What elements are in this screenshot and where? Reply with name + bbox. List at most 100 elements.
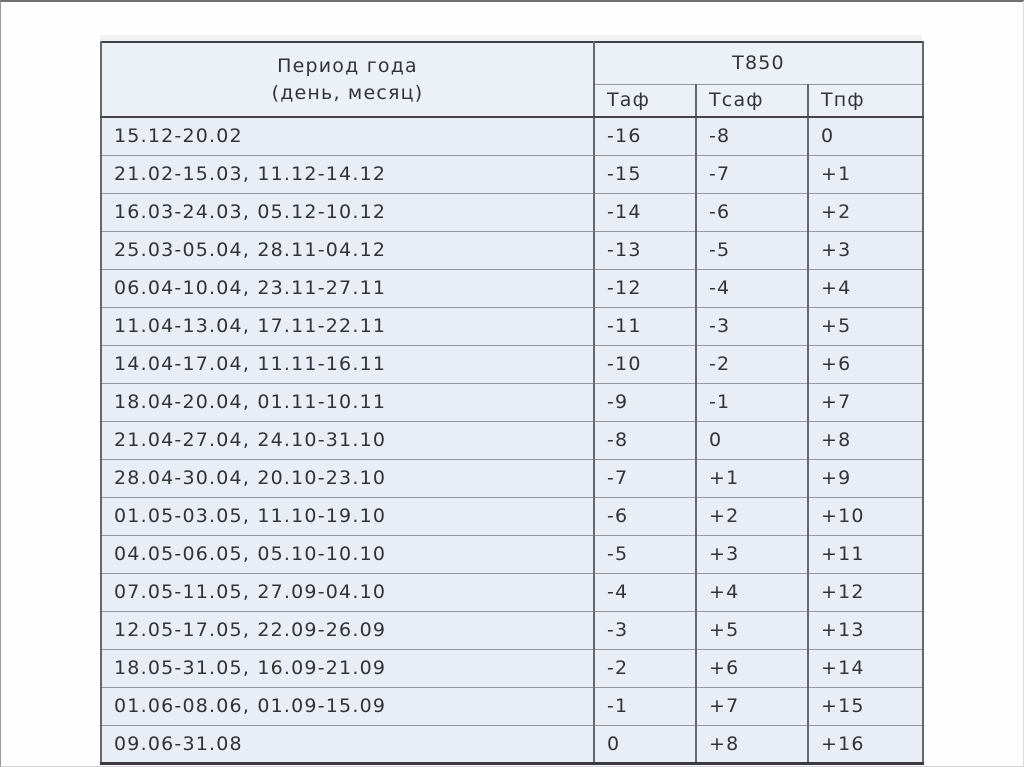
period-header-line2: (день, месяц): [271, 81, 424, 104]
table-row: 09.06-31.08 0 +8 +16: [100, 724, 925, 764]
tsaf-cell: +1: [695, 458, 809, 498]
taf-cell: -14: [593, 192, 697, 232]
tsaf-cell: -6: [695, 192, 809, 232]
tsaf-header-cell: Тсаф: [695, 83, 809, 118]
tsaf-cell: -5: [695, 230, 809, 270]
period-cell: 14.04-17.04, 11.11-16.11: [100, 344, 595, 384]
tsaf-cell: +2: [695, 496, 809, 536]
tpf-cell: +2: [806, 192, 925, 232]
tpf-cell: +10: [806, 496, 925, 536]
period-cell: 11.04-13.04, 17.11-22.11: [100, 306, 595, 346]
taf-cell: 0: [593, 724, 697, 764]
period-cell: 06.04-10.04, 23.11-27.11: [100, 268, 595, 308]
table-header: Период года (день, месяц) Т850 Таф Тсаф …: [100, 41, 925, 118]
tpf-cell: +9: [806, 458, 925, 498]
table-row: 18.05-31.05, 16.09-21.09 -2 +6 +14: [100, 648, 925, 688]
taf-cell: -5: [593, 534, 697, 574]
taf-cell: -8: [593, 420, 697, 460]
table-row: 18.04-20.04, 01.11-10.11 -9 -1 +7: [100, 382, 925, 422]
table-row: 21.04-27.04, 24.10-31.10 -8 0 +8: [100, 420, 925, 460]
tpf-cell: +8: [806, 420, 925, 460]
taf-cell: -6: [593, 496, 697, 536]
taf-cell: -16: [593, 116, 697, 156]
taf-cell: -13: [593, 230, 697, 270]
tpf-cell: +1: [806, 154, 925, 194]
tpf-cell: +13: [806, 610, 925, 650]
taf-cell: -15: [593, 154, 697, 194]
taf-cell: -4: [593, 572, 697, 612]
period-cell: 09.06-31.08: [100, 724, 595, 764]
table-row: 14.04-17.04, 11.11-16.11 -10 -2 +6: [100, 344, 925, 384]
tsaf-cell: 0: [695, 420, 809, 460]
tpf-cell: +11: [806, 534, 925, 574]
tsaf-cell: -2: [695, 344, 809, 384]
table-row: 15.12-20.02 -16 -8 0: [100, 116, 925, 156]
taf-cell: -9: [593, 382, 697, 422]
tsaf-cell: -7: [695, 154, 809, 194]
tsaf-cell: -4: [695, 268, 809, 308]
tpf-cell: +3: [806, 230, 925, 270]
taf-cell: -1: [593, 686, 697, 726]
taf-header-cell: Таф: [593, 83, 697, 118]
table-row: 21.02-15.03, 11.12-14.12 -15 -7 +1: [100, 154, 925, 194]
tpf-cell: +6: [806, 344, 925, 384]
period-cell: 15.12-20.02: [100, 116, 595, 156]
table-row: 11.04-13.04, 17.11-22.11 -11 -3 +5: [100, 306, 925, 346]
period-header-line1: Период года: [277, 54, 418, 77]
table-row: 28.04-30.04, 20.10-23.10 -7 +1 +9: [100, 458, 925, 498]
period-cell: 04.05-06.05, 05.10-10.10: [100, 534, 595, 574]
table-row: 04.05-06.05, 05.10-10.10 -5 +3 +11: [100, 534, 925, 574]
tsaf-cell: +3: [695, 534, 809, 574]
table-top-strip: [100, 35, 922, 41]
header-row-group: Период года (день, месяц) Т850: [100, 41, 925, 118]
tpf-cell: +5: [806, 306, 925, 346]
table-row: 07.05-11.05, 27.09-04.10 -4 +4 +12: [100, 572, 925, 612]
tpf-cell: 0: [806, 116, 925, 156]
period-header-cell: Период года (день, месяц): [100, 41, 595, 118]
tsaf-cell: +6: [695, 648, 809, 688]
taf-cell: -12: [593, 268, 697, 308]
table-body: 15.12-20.02 -16 -8 0 21.02-15.03, 11.12-14.1…: [100, 116, 925, 764]
taf-cell: -7: [593, 458, 697, 498]
table-row: 01.05-03.05, 11.10-19.10 -6 +2 +10: [100, 496, 925, 536]
period-cell: 01.06-08.06, 01.09-15.09: [100, 686, 595, 726]
tsaf-cell: +8: [695, 724, 809, 764]
tsaf-cell: -1: [695, 382, 809, 422]
table-row: 06.04-10.04, 23.11-27.11 -12 -4 +4: [100, 268, 925, 308]
table-row: 16.03-24.03, 05.12-10.12 -14 -6 +2: [100, 192, 925, 232]
tsaf-cell: +4: [695, 572, 809, 612]
tsaf-cell: -8: [695, 116, 809, 156]
period-cell: 25.03-05.04, 28.11-04.12: [100, 230, 595, 270]
tsaf-cell: +7: [695, 686, 809, 726]
taf-cell: -10: [593, 344, 697, 384]
taf-cell: -3: [593, 610, 697, 650]
period-cell: 07.05-11.05, 27.09-04.10: [100, 572, 595, 612]
tpf-cell: +14: [806, 648, 925, 688]
taf-cell: -2: [593, 648, 697, 688]
period-cell: 21.04-27.04, 24.10-31.10: [100, 420, 595, 460]
tpf-cell: +12: [806, 572, 925, 612]
table-row: 01.06-08.06, 01.09-15.09 -1 +7 +15: [100, 686, 925, 726]
period-cell: 21.02-15.03, 11.12-14.12: [100, 154, 595, 194]
tpf-header-cell: Тпф: [806, 83, 925, 118]
period-cell: 12.05-17.05, 22.09-26.09: [100, 610, 595, 650]
period-cell: 18.04-20.04, 01.11-10.11: [100, 382, 595, 422]
period-cell: 28.04-30.04, 20.10-23.10: [100, 458, 595, 498]
tpf-cell: +16: [806, 724, 925, 764]
period-cell: 18.05-31.05, 16.09-21.09: [100, 648, 595, 688]
table-container: Период года (день, месяц) Т850 Таф Тсаф …: [100, 35, 925, 765]
temperature-correction-table: Период года (день, месяц) Т850 Таф Тсаф …: [100, 41, 925, 765]
taf-cell: -11: [593, 306, 697, 346]
period-cell: 16.03-24.03, 05.12-10.12: [100, 192, 595, 232]
t850-group-header-cell: Т850: [592, 41, 925, 85]
tpf-cell: +15: [806, 686, 925, 726]
tpf-cell: +4: [806, 268, 925, 308]
tsaf-cell: +5: [695, 610, 809, 650]
tpf-cell: +7: [806, 382, 925, 422]
table-row: 25.03-05.04, 28.11-04.12 -13 -5 +3: [100, 230, 925, 270]
tsaf-cell: -3: [695, 306, 809, 346]
period-cell: 01.05-03.05, 11.10-19.10: [100, 496, 595, 536]
header-row-subcolumns: Таф Тсаф Тпф: [101, 83, 925, 118]
table-row: 12.05-17.05, 22.09-26.09 -3 +5 +13: [100, 610, 925, 650]
